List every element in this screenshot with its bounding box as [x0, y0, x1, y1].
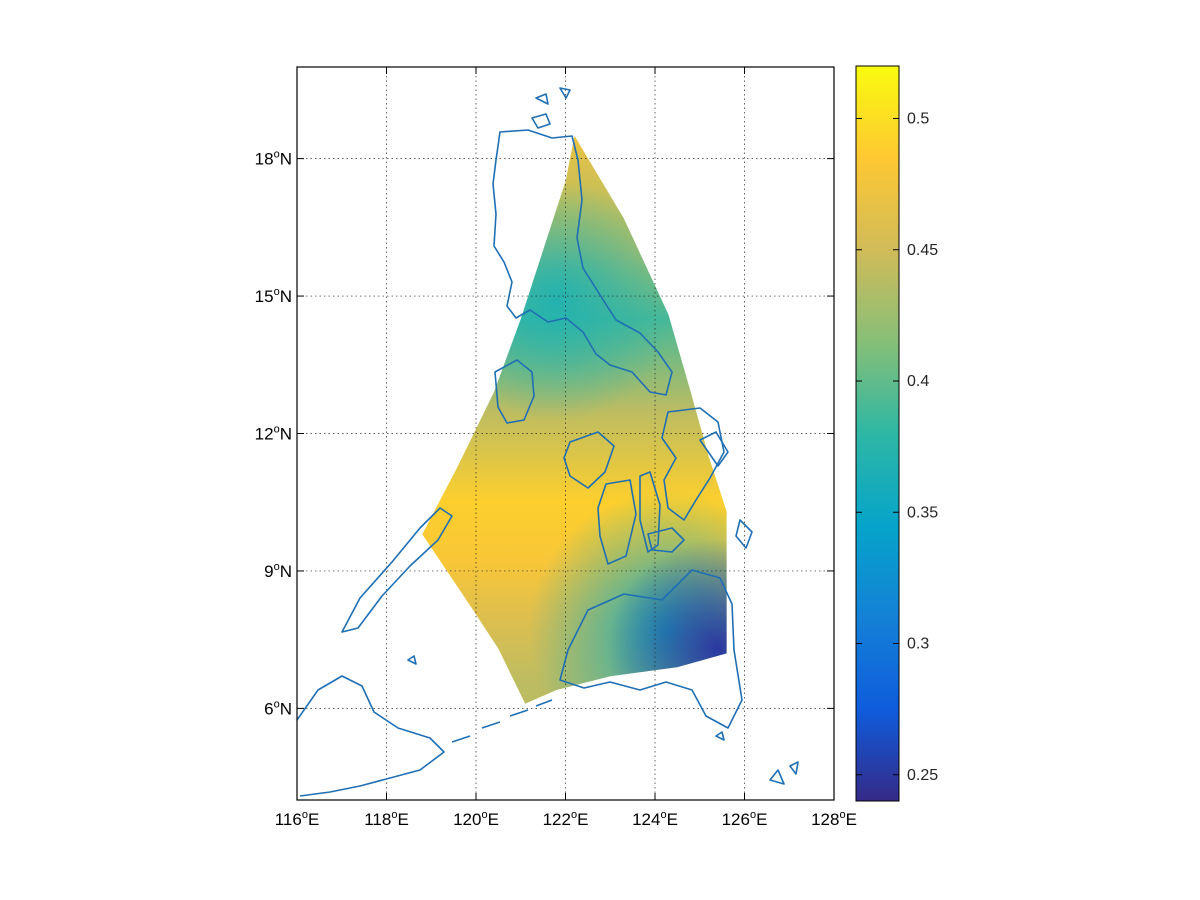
y-tick-label: 12oN	[255, 424, 292, 444]
colorbar-ticks: 0.25 0.3 0.35 0.4 0.45 0.5	[856, 111, 938, 784]
y-tick-labels: 6oN 9oN 12oN 15oN 18oN	[255, 149, 292, 719]
x-tick-label: 126oE	[722, 809, 768, 829]
coastline-luzon	[492, 129, 673, 396]
coastline-palawan	[341, 507, 453, 633]
colorbar-tick-label: 0.45	[907, 242, 938, 259]
y-tick-label: 15oN	[255, 286, 292, 306]
x-tick-label: 120oE	[453, 809, 499, 829]
colorbar-tick-label: 0.35	[907, 504, 938, 521]
coastline-cebu	[639, 471, 661, 553]
coastline-babuyan	[531, 87, 571, 129]
coastline-eastern-islands	[699, 431, 753, 549]
x-tick-label: 122oE	[543, 809, 589, 829]
coastline-bohol	[647, 527, 685, 553]
y-tick-label: 9oN	[264, 561, 292, 581]
x-tick-labels: 116oE 118oE 120oE 122oE 124oE 126oE 128oE	[275, 809, 857, 829]
y-tick-label: 6oN	[264, 698, 292, 718]
x-tick-label: 124oE	[632, 809, 678, 829]
coastline-sulu	[451, 699, 553, 743]
x-tick-label: 128oE	[811, 809, 857, 829]
coastline-panay	[563, 431, 615, 489]
x-tick-label: 118oE	[364, 809, 409, 829]
coastline-sangihe	[769, 761, 799, 785]
colorbar-tick-label: 0.5	[907, 111, 929, 128]
coastline-mindanao	[559, 569, 743, 729]
coastline-sabah	[297, 675, 445, 797]
coastline-negros	[597, 479, 637, 565]
colorbar: 0.25 0.3 0.35 0.4 0.45 0.5	[855, 65, 938, 802]
colorbar-fill	[856, 66, 899, 801]
tick-marks	[296, 67, 835, 800]
coastline-mindoro	[494, 359, 535, 424]
y-tick-label: 18oN	[255, 149, 292, 169]
colorbar-frame	[855, 65, 900, 802]
colorbar-tick-label: 0.25	[907, 767, 938, 784]
map-axes: 116oE 118oE 120oE 122oE 124oE 126oE 128oE 6oN 9…	[255, 66, 857, 829]
colorbar-tick-label: 0.4	[907, 373, 929, 390]
coastline-samar-leyte	[661, 407, 725, 521]
x-tick-label: 116oE	[275, 809, 320, 829]
coastlines	[297, 87, 799, 797]
colorbar-tick-label: 0.3	[907, 636, 929, 653]
coastline-small-islets	[407, 655, 725, 741]
